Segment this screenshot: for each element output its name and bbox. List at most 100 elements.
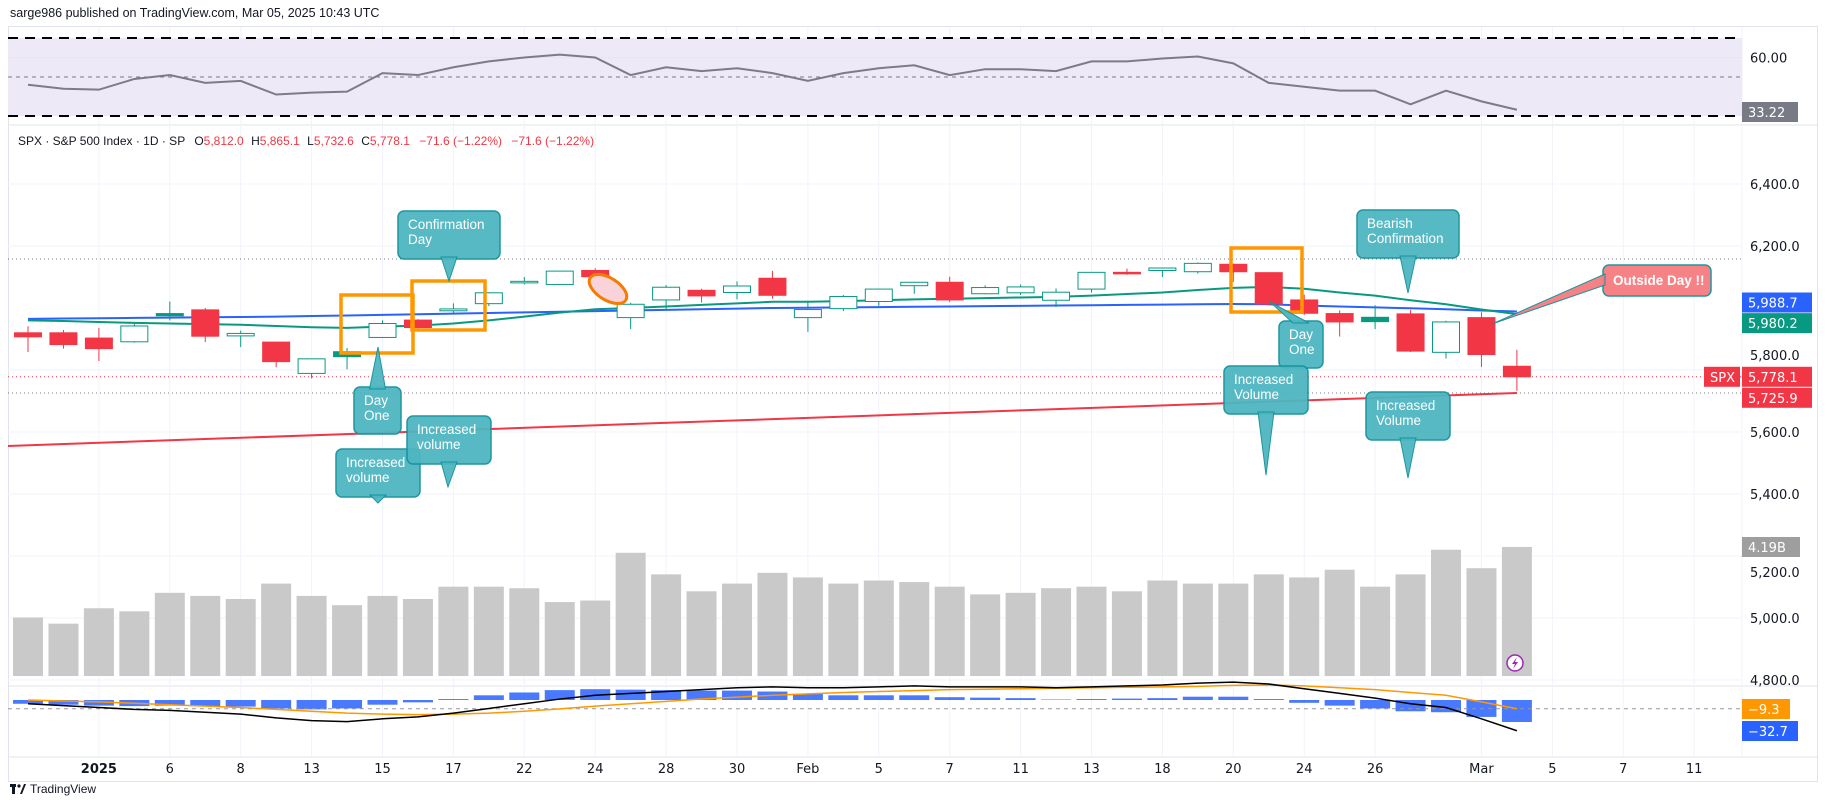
volume-bar [1005,592,1036,676]
ma-blue-value-tag-text: 5,988.7 [1748,297,1798,312]
time-tick-label: 6 [166,762,174,777]
macd-histogram-bar [402,700,433,703]
legend-l-label: L [307,134,314,148]
macd-histogram-bar [792,693,823,700]
rsi-tick-label: 60.00 [1750,52,1787,67]
tradingview-logo[interactable]: TradingView [10,782,96,796]
candle [1290,294,1319,316]
candle-body [1502,365,1531,378]
callout-text: volume [346,470,390,485]
candle-body [723,285,751,293]
price-tick-label: 5,800.0 [1750,349,1800,364]
volume-bar [757,572,788,676]
volume-bar [1041,588,1072,676]
time-tick-label: 20 [1225,762,1242,777]
candle [84,328,113,362]
callout-pointer [1399,437,1417,479]
candle-body [84,337,113,350]
macd-histogram-bar [722,690,752,700]
macd-histogram-bar [154,700,185,706]
volume-bar [1466,568,1497,676]
callout-pointer [1491,273,1606,325]
volume-bar [190,595,221,676]
price-tick-label: 6,200.0 [1750,240,1800,255]
candle [1112,268,1141,275]
macd-histogram-bar [899,695,930,700]
callout-text: Day [1289,327,1313,342]
macd-histogram-bar [1324,700,1355,706]
symbol-tag-bg [1704,366,1740,387]
volume-bar [686,591,717,676]
callout-text: Increased [346,455,405,470]
macd-histogram-bar [686,690,717,700]
callout-text: Increased [1376,398,1435,413]
macd-histogram-bar [261,700,292,709]
legend-close: 5,778.1 [370,134,410,148]
candle [1432,320,1460,359]
ma-red-value-tag: 5,725.9 [1742,387,1812,408]
signal-value-tag: −9.3 [1742,699,1790,719]
highlight-box [1229,246,1304,314]
callout-pointer [1399,255,1417,294]
flash-icon [1506,654,1524,672]
candle [1254,272,1283,306]
callout-pointer [1257,411,1275,476]
callout-pointer [368,494,388,504]
candle-body [510,280,539,284]
candle-body [652,286,681,301]
macd-histogram-bar [1182,696,1213,700]
price-tick-label: 6,400.0 [1750,178,1800,193]
macd-histogram-bar [1360,700,1391,709]
volume-bar [438,586,469,676]
volume-bar [48,623,79,676]
candle-body [1077,271,1106,290]
candle-body [864,288,893,302]
candle-body [1219,263,1248,273]
candle [971,285,1000,295]
volume-bar [332,605,363,676]
candle [155,301,184,321]
tradingview-logo-icon [10,784,26,794]
time-tick-label: Feb [796,762,819,777]
callout-text: One [364,408,390,423]
legend-change-2: −71.6 (−1.22%) [511,134,594,148]
candle [262,341,291,368]
macd-histogram-bar [1147,698,1178,700]
volume-bar [1218,583,1249,676]
candle-body [1183,262,1212,273]
time-tick-label: 5 [875,762,883,777]
close-price-tag-bg [1742,366,1812,387]
macd-histogram-bar [615,689,646,700]
macd-histogram-bar [190,700,221,707]
macd-value-tag-text: −32.7 [1748,725,1788,740]
candle-body [1396,313,1425,352]
symbol-tag: SPX [1704,366,1740,387]
callout-text: Day [408,232,432,247]
candle [368,320,397,338]
candle [1042,288,1071,308]
volume-bar [1395,574,1426,676]
rsi-value-tag: 33.22 [1742,102,1798,122]
callout-text: One [1289,342,1315,357]
callout-text: Outside Day !! [1613,273,1705,288]
macd-histogram-bar [544,690,575,700]
candle-body [297,358,326,374]
volume-bar [13,617,43,676]
tradingview-brand: TradingView [30,782,97,796]
volume-bar [722,583,752,676]
candle-body [120,325,149,343]
macd-signal-line [27,684,1518,716]
candle [758,270,787,299]
candle [226,330,255,348]
ma-red-value-tag-bg [1742,387,1812,408]
macd-histogram-bar [509,692,540,700]
volume-bar [1182,583,1213,676]
price-tick-label: 4,800.0 [1750,674,1800,689]
candle [439,303,468,313]
volume-value-tag: 4.19B [1742,537,1800,557]
candle [191,308,220,343]
